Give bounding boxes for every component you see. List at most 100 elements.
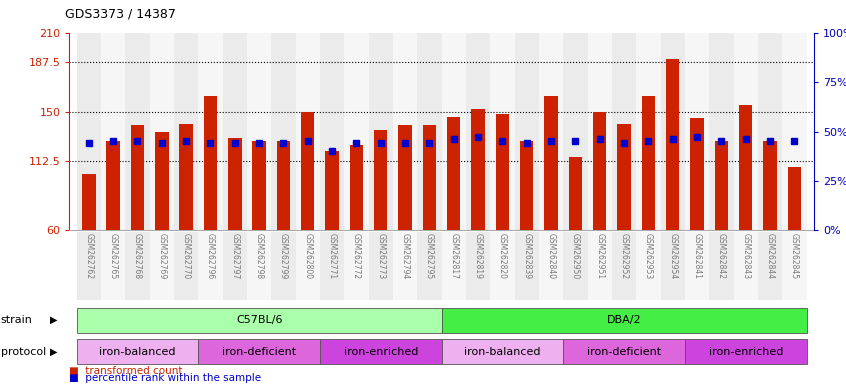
Text: GSM262951: GSM262951 bbox=[596, 233, 604, 279]
Bar bbox=[320, 232, 344, 300]
Bar bbox=[545, 96, 558, 230]
Bar bbox=[204, 96, 217, 230]
Bar bbox=[155, 131, 168, 230]
Text: ▶: ▶ bbox=[51, 315, 58, 325]
Bar bbox=[326, 151, 338, 230]
Bar bbox=[685, 339, 806, 364]
Bar bbox=[198, 339, 320, 364]
Text: iron-balanced: iron-balanced bbox=[464, 347, 541, 357]
Bar bbox=[593, 112, 607, 230]
Text: GSM262794: GSM262794 bbox=[401, 233, 409, 279]
Bar bbox=[77, 33, 101, 230]
Text: GSM262953: GSM262953 bbox=[644, 233, 653, 279]
Bar bbox=[466, 232, 491, 300]
Bar bbox=[442, 232, 466, 300]
Bar bbox=[715, 141, 728, 230]
Text: iron-deficient: iron-deficient bbox=[587, 347, 661, 357]
Bar bbox=[563, 33, 588, 230]
Bar bbox=[636, 232, 661, 300]
Bar bbox=[709, 232, 733, 300]
Bar bbox=[739, 105, 752, 230]
Bar bbox=[374, 130, 387, 230]
Bar bbox=[783, 232, 806, 300]
Bar bbox=[301, 112, 315, 230]
Bar bbox=[685, 232, 709, 300]
Bar bbox=[252, 141, 266, 230]
Bar bbox=[198, 232, 222, 300]
Bar bbox=[466, 33, 491, 230]
Bar bbox=[666, 59, 679, 230]
Text: C57BL/6: C57BL/6 bbox=[236, 315, 283, 325]
Bar bbox=[344, 232, 369, 300]
Bar bbox=[685, 33, 709, 230]
Text: GSM262773: GSM262773 bbox=[376, 233, 385, 279]
Bar bbox=[398, 125, 412, 230]
Text: GSM262772: GSM262772 bbox=[352, 233, 361, 279]
Bar bbox=[496, 114, 509, 230]
Bar bbox=[179, 124, 193, 230]
Text: ■  percentile rank within the sample: ■ percentile rank within the sample bbox=[69, 373, 261, 383]
Bar bbox=[417, 232, 442, 300]
Text: GSM262845: GSM262845 bbox=[790, 233, 799, 279]
Text: GSM262768: GSM262768 bbox=[133, 233, 142, 279]
Text: GSM262819: GSM262819 bbox=[474, 233, 482, 279]
Text: iron-balanced: iron-balanced bbox=[99, 347, 176, 357]
Text: GSM262797: GSM262797 bbox=[230, 233, 239, 279]
Bar bbox=[77, 232, 101, 300]
Text: protocol: protocol bbox=[1, 347, 46, 357]
Bar bbox=[569, 157, 582, 230]
Bar bbox=[733, 232, 758, 300]
Bar bbox=[636, 33, 661, 230]
Bar bbox=[393, 33, 417, 230]
Text: GSM262950: GSM262950 bbox=[571, 233, 580, 279]
Bar bbox=[131, 125, 144, 230]
Bar bbox=[125, 33, 150, 230]
Text: GSM262840: GSM262840 bbox=[547, 233, 556, 279]
Bar bbox=[222, 232, 247, 300]
Bar bbox=[174, 33, 198, 230]
Bar bbox=[101, 33, 125, 230]
Bar bbox=[471, 109, 485, 230]
Bar bbox=[442, 33, 466, 230]
Text: GSM262795: GSM262795 bbox=[425, 233, 434, 279]
Bar bbox=[101, 232, 125, 300]
Bar bbox=[174, 232, 198, 300]
Bar bbox=[514, 232, 539, 300]
Bar bbox=[661, 232, 685, 300]
Bar bbox=[369, 232, 393, 300]
Text: iron-enriched: iron-enriched bbox=[343, 347, 418, 357]
Bar bbox=[442, 339, 563, 364]
Text: GSM262817: GSM262817 bbox=[449, 233, 459, 279]
Bar bbox=[247, 232, 272, 300]
Bar bbox=[758, 33, 783, 230]
Bar bbox=[150, 33, 174, 230]
Bar bbox=[77, 308, 442, 333]
Text: GSM262771: GSM262771 bbox=[327, 233, 337, 279]
Text: GSM262799: GSM262799 bbox=[279, 233, 288, 279]
Bar bbox=[228, 138, 241, 230]
Bar bbox=[277, 141, 290, 230]
Text: GSM262765: GSM262765 bbox=[108, 233, 118, 279]
Bar bbox=[344, 33, 369, 230]
Bar bbox=[222, 33, 247, 230]
Text: ▶: ▶ bbox=[51, 347, 58, 357]
Text: GSM262800: GSM262800 bbox=[304, 233, 312, 279]
Bar bbox=[442, 308, 806, 333]
Bar bbox=[107, 141, 120, 230]
Text: GSM262839: GSM262839 bbox=[522, 233, 531, 279]
Bar bbox=[247, 33, 272, 230]
Bar bbox=[423, 125, 437, 230]
Bar bbox=[491, 33, 514, 230]
Text: GSM262762: GSM262762 bbox=[85, 233, 93, 279]
Text: ■  transformed count: ■ transformed count bbox=[69, 366, 183, 376]
Bar bbox=[272, 232, 295, 300]
Text: GSM262770: GSM262770 bbox=[182, 233, 190, 279]
Bar bbox=[763, 141, 777, 230]
Text: GSM262843: GSM262843 bbox=[741, 233, 750, 279]
Bar bbox=[733, 33, 758, 230]
Text: GSM262952: GSM262952 bbox=[619, 233, 629, 279]
Bar bbox=[618, 124, 631, 230]
Bar bbox=[320, 339, 442, 364]
Bar bbox=[709, 33, 733, 230]
Text: GSM262820: GSM262820 bbox=[498, 233, 507, 279]
